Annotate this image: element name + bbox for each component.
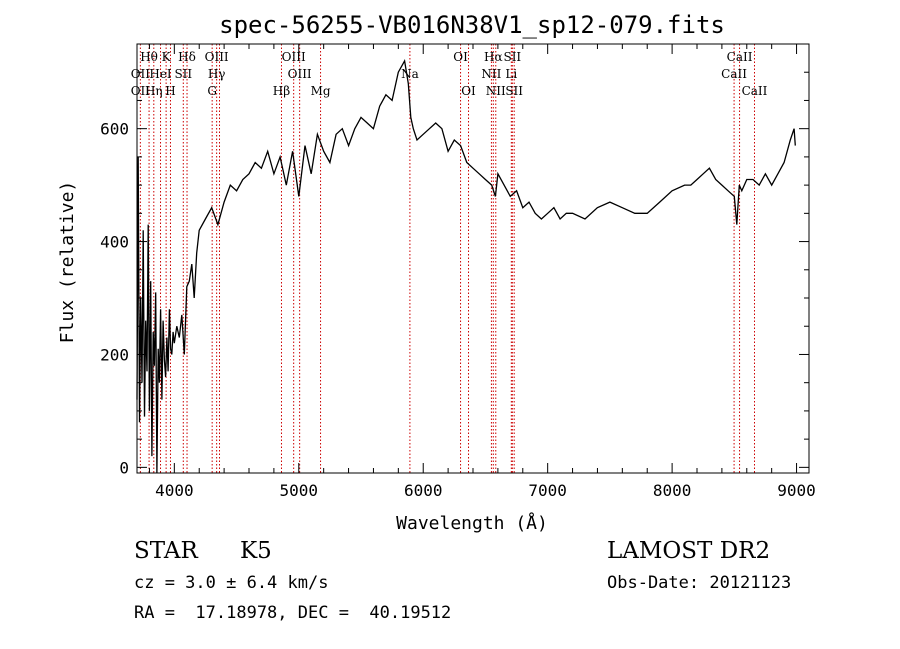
spectral-line-label: OI <box>461 84 476 98</box>
spectral-line-label: Na <box>401 67 419 81</box>
redshift-readout: cz = 3.0 ± 6.4 km/s <box>134 573 329 593</box>
spectral-line-markers <box>139 44 755 473</box>
y-tick-label: 400 <box>100 233 129 252</box>
spectral-line-label: HeI <box>149 67 172 81</box>
y-axis-ticks: 0 200 400 600 <box>100 43 809 477</box>
spectral-line-label: Hγ <box>208 67 226 81</box>
spectral-line-label: NII <box>481 67 501 81</box>
spectral-line-label: Mg <box>311 84 331 98</box>
chart-title: spec-56255-VB016N38V1_sp12-079.fits <box>219 11 725 39</box>
y-tick-label: 600 <box>100 120 129 139</box>
x-tick-label: 5000 <box>280 481 319 500</box>
y-tick-label: 200 <box>100 345 129 364</box>
y-axis-label: Flux (relative) <box>57 181 78 344</box>
obs-date: Obs-Date: 20121123 <box>607 573 792 593</box>
spectral-line-label: OII <box>131 67 151 81</box>
spectral-line-label: K <box>162 50 172 64</box>
spectral-line-label: OI <box>453 50 468 64</box>
spectral-line-label: Hδ <box>178 50 196 64</box>
y-tick-label: 0 <box>119 458 129 477</box>
spectral-line-label: G <box>207 84 217 98</box>
spectral-line-label: OIII <box>205 50 229 64</box>
spectral-line-label: OII <box>131 84 151 98</box>
spectral-line-label: CaII <box>727 50 753 64</box>
spectral-line-label: Hθ <box>140 50 158 64</box>
plot-frame <box>136 43 810 474</box>
spectral-line-label: H <box>165 84 175 98</box>
survey-label: LAMOST DR2 <box>607 538 771 564</box>
x-tick-label: 4000 <box>155 481 194 500</box>
spectral-line-label: CaII <box>721 67 747 81</box>
x-tick-label: 7000 <box>528 481 567 500</box>
spectral-line-label: Hη <box>145 84 163 98</box>
spectral-line-label: SII <box>503 50 521 64</box>
spectral-line-label: SII <box>174 67 192 81</box>
spectral-line-label: CaII <box>742 84 768 98</box>
coordinates-readout: RA = 17.18978, DEC = 40.19512 <box>134 603 452 623</box>
spectral-line-label: SII <box>505 84 523 98</box>
spectral-line-label: OIII <box>288 67 312 81</box>
spectral-line-label: Li <box>505 67 517 81</box>
object-subclass: K5 <box>240 538 272 564</box>
x-tick-label: 9000 <box>777 481 816 500</box>
spectral-line-label: Hα <box>484 50 503 64</box>
spectral-line-label: Hβ <box>273 84 290 98</box>
x-axis-ticks: 4000 5000 6000 7000 8000 9000 <box>148 44 816 500</box>
spectral-line-label: OIII <box>282 50 306 64</box>
x-axis-label: Wavelength (Å) <box>396 512 548 534</box>
x-tick-label: 6000 <box>404 481 443 500</box>
object-class: STAR <box>134 538 198 564</box>
x-tick-label: 8000 <box>653 481 692 500</box>
spectrum-series-line <box>136 58 796 474</box>
spectral-line-label: NII <box>486 84 506 98</box>
